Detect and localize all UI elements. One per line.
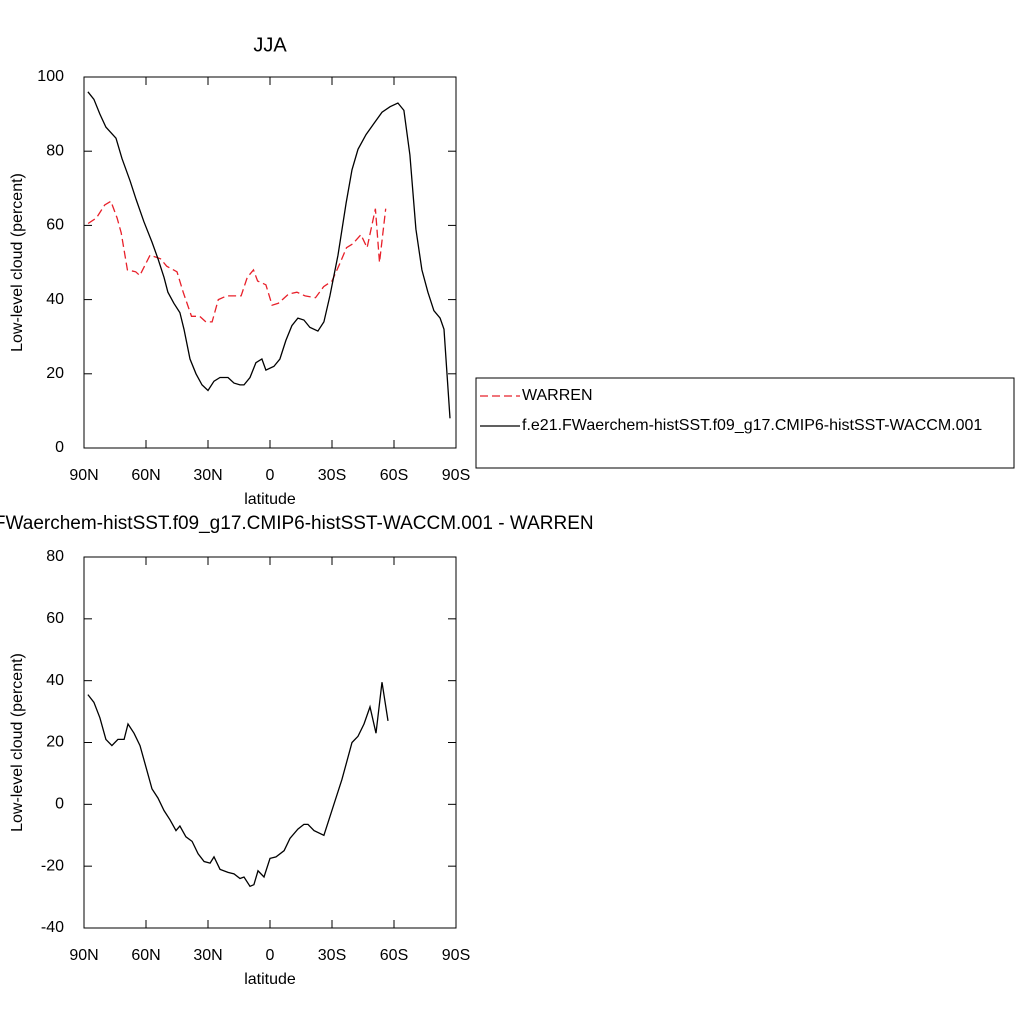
x-tick-label: 30N [193, 467, 222, 484]
x-tick-label: 60S [380, 467, 408, 484]
x-tick-label: 60N [131, 467, 160, 484]
y-tick-label: 0 [55, 796, 64, 813]
data-line [87, 682, 389, 888]
x-tick-label: 90N [69, 467, 98, 484]
x-tick-label: 30S [318, 947, 346, 964]
legend-box [475, 377, 1015, 469]
y-tick-label: 60 [46, 217, 64, 234]
plot-frame [83, 76, 457, 449]
data-line [87, 200, 387, 323]
y-tick-label: 100 [37, 68, 64, 85]
data-line [87, 91, 451, 419]
x-tick-label: 0 [266, 947, 275, 964]
chart-title: f.e21.FWaerchem-histSST.f09_g17.CMIP6-hi… [0, 513, 594, 534]
y-tick-label: 0 [55, 439, 64, 456]
legend-label: f.e21.FWaerchem-histSST.f09_g17.CMIP6-hi… [522, 417, 982, 434]
x-axis-label: latitude [244, 971, 296, 988]
y-tick-label: -40 [41, 919, 64, 936]
x-tick-label: 60N [131, 947, 160, 964]
y-tick-label: 20 [46, 734, 64, 751]
x-tick-label: 30S [318, 467, 346, 484]
x-tick-label: 0 [266, 467, 275, 484]
y-axis-label: Low-level cloud (percent) [9, 173, 26, 352]
y-tick-label: 40 [46, 291, 64, 308]
plot-frame [83, 556, 457, 929]
chart-title: JJA [253, 34, 287, 56]
legend-label: WARREN [522, 387, 593, 404]
x-axis-label: latitude [244, 491, 296, 508]
y-tick-label: -20 [41, 857, 64, 874]
y-axis-label: Low-level cloud (percent) [9, 653, 26, 832]
x-tick-label: 30N [193, 947, 222, 964]
y-tick-label: 60 [46, 610, 64, 627]
y-tick-label: 80 [46, 548, 64, 565]
x-tick-label: 90S [442, 947, 470, 964]
y-tick-label: 20 [46, 365, 64, 382]
y-tick-label: 80 [46, 142, 64, 159]
y-tick-label: 40 [46, 672, 64, 689]
x-tick-label: 90N [69, 947, 98, 964]
x-tick-label: 60S [380, 947, 408, 964]
x-tick-label: 90S [442, 467, 470, 484]
